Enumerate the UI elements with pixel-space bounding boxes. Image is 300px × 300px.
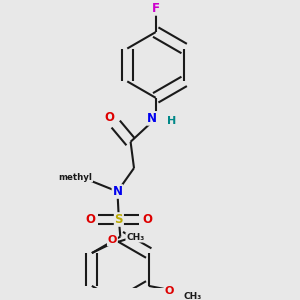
Text: O: O [104,111,114,124]
Text: H: H [167,116,176,126]
Text: N: N [112,185,122,198]
Text: methyl: methyl [58,173,92,182]
Text: CH₃: CH₃ [126,233,144,242]
Text: F: F [152,2,160,15]
Text: O: O [165,286,174,296]
Text: N: N [147,112,157,125]
Text: O: O [85,213,95,226]
Text: O: O [108,236,117,245]
Text: S: S [115,213,123,226]
Text: CH₃: CH₃ [183,292,201,300]
Text: O: O [142,213,152,226]
